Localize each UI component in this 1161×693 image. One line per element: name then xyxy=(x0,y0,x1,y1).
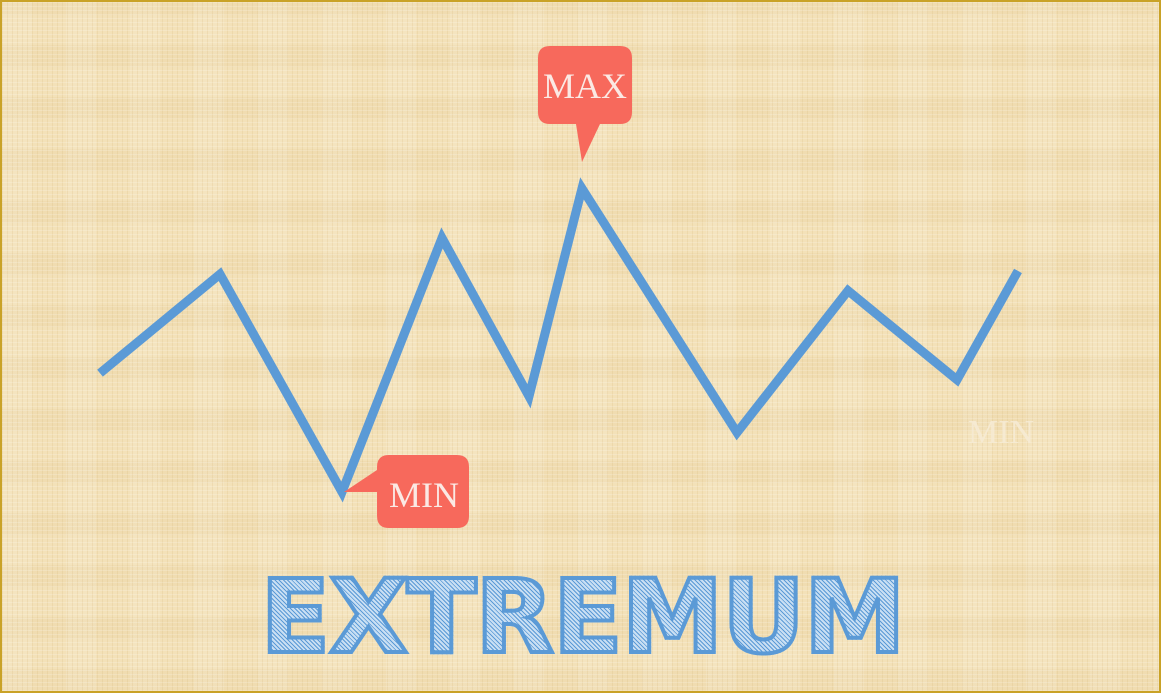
min-callout-bubble xyxy=(344,455,469,528)
page-title: EXTREMUM xyxy=(2,556,1161,679)
max-callout: MAX xyxy=(538,46,632,162)
min-callout: MIN xyxy=(344,455,469,528)
max-callout-bubble xyxy=(538,46,632,162)
min-label: MIN xyxy=(389,475,459,515)
min-faint-label: MIN xyxy=(968,414,1034,451)
max-label: MAX xyxy=(543,66,627,106)
zigzag-line xyxy=(97,177,1022,503)
